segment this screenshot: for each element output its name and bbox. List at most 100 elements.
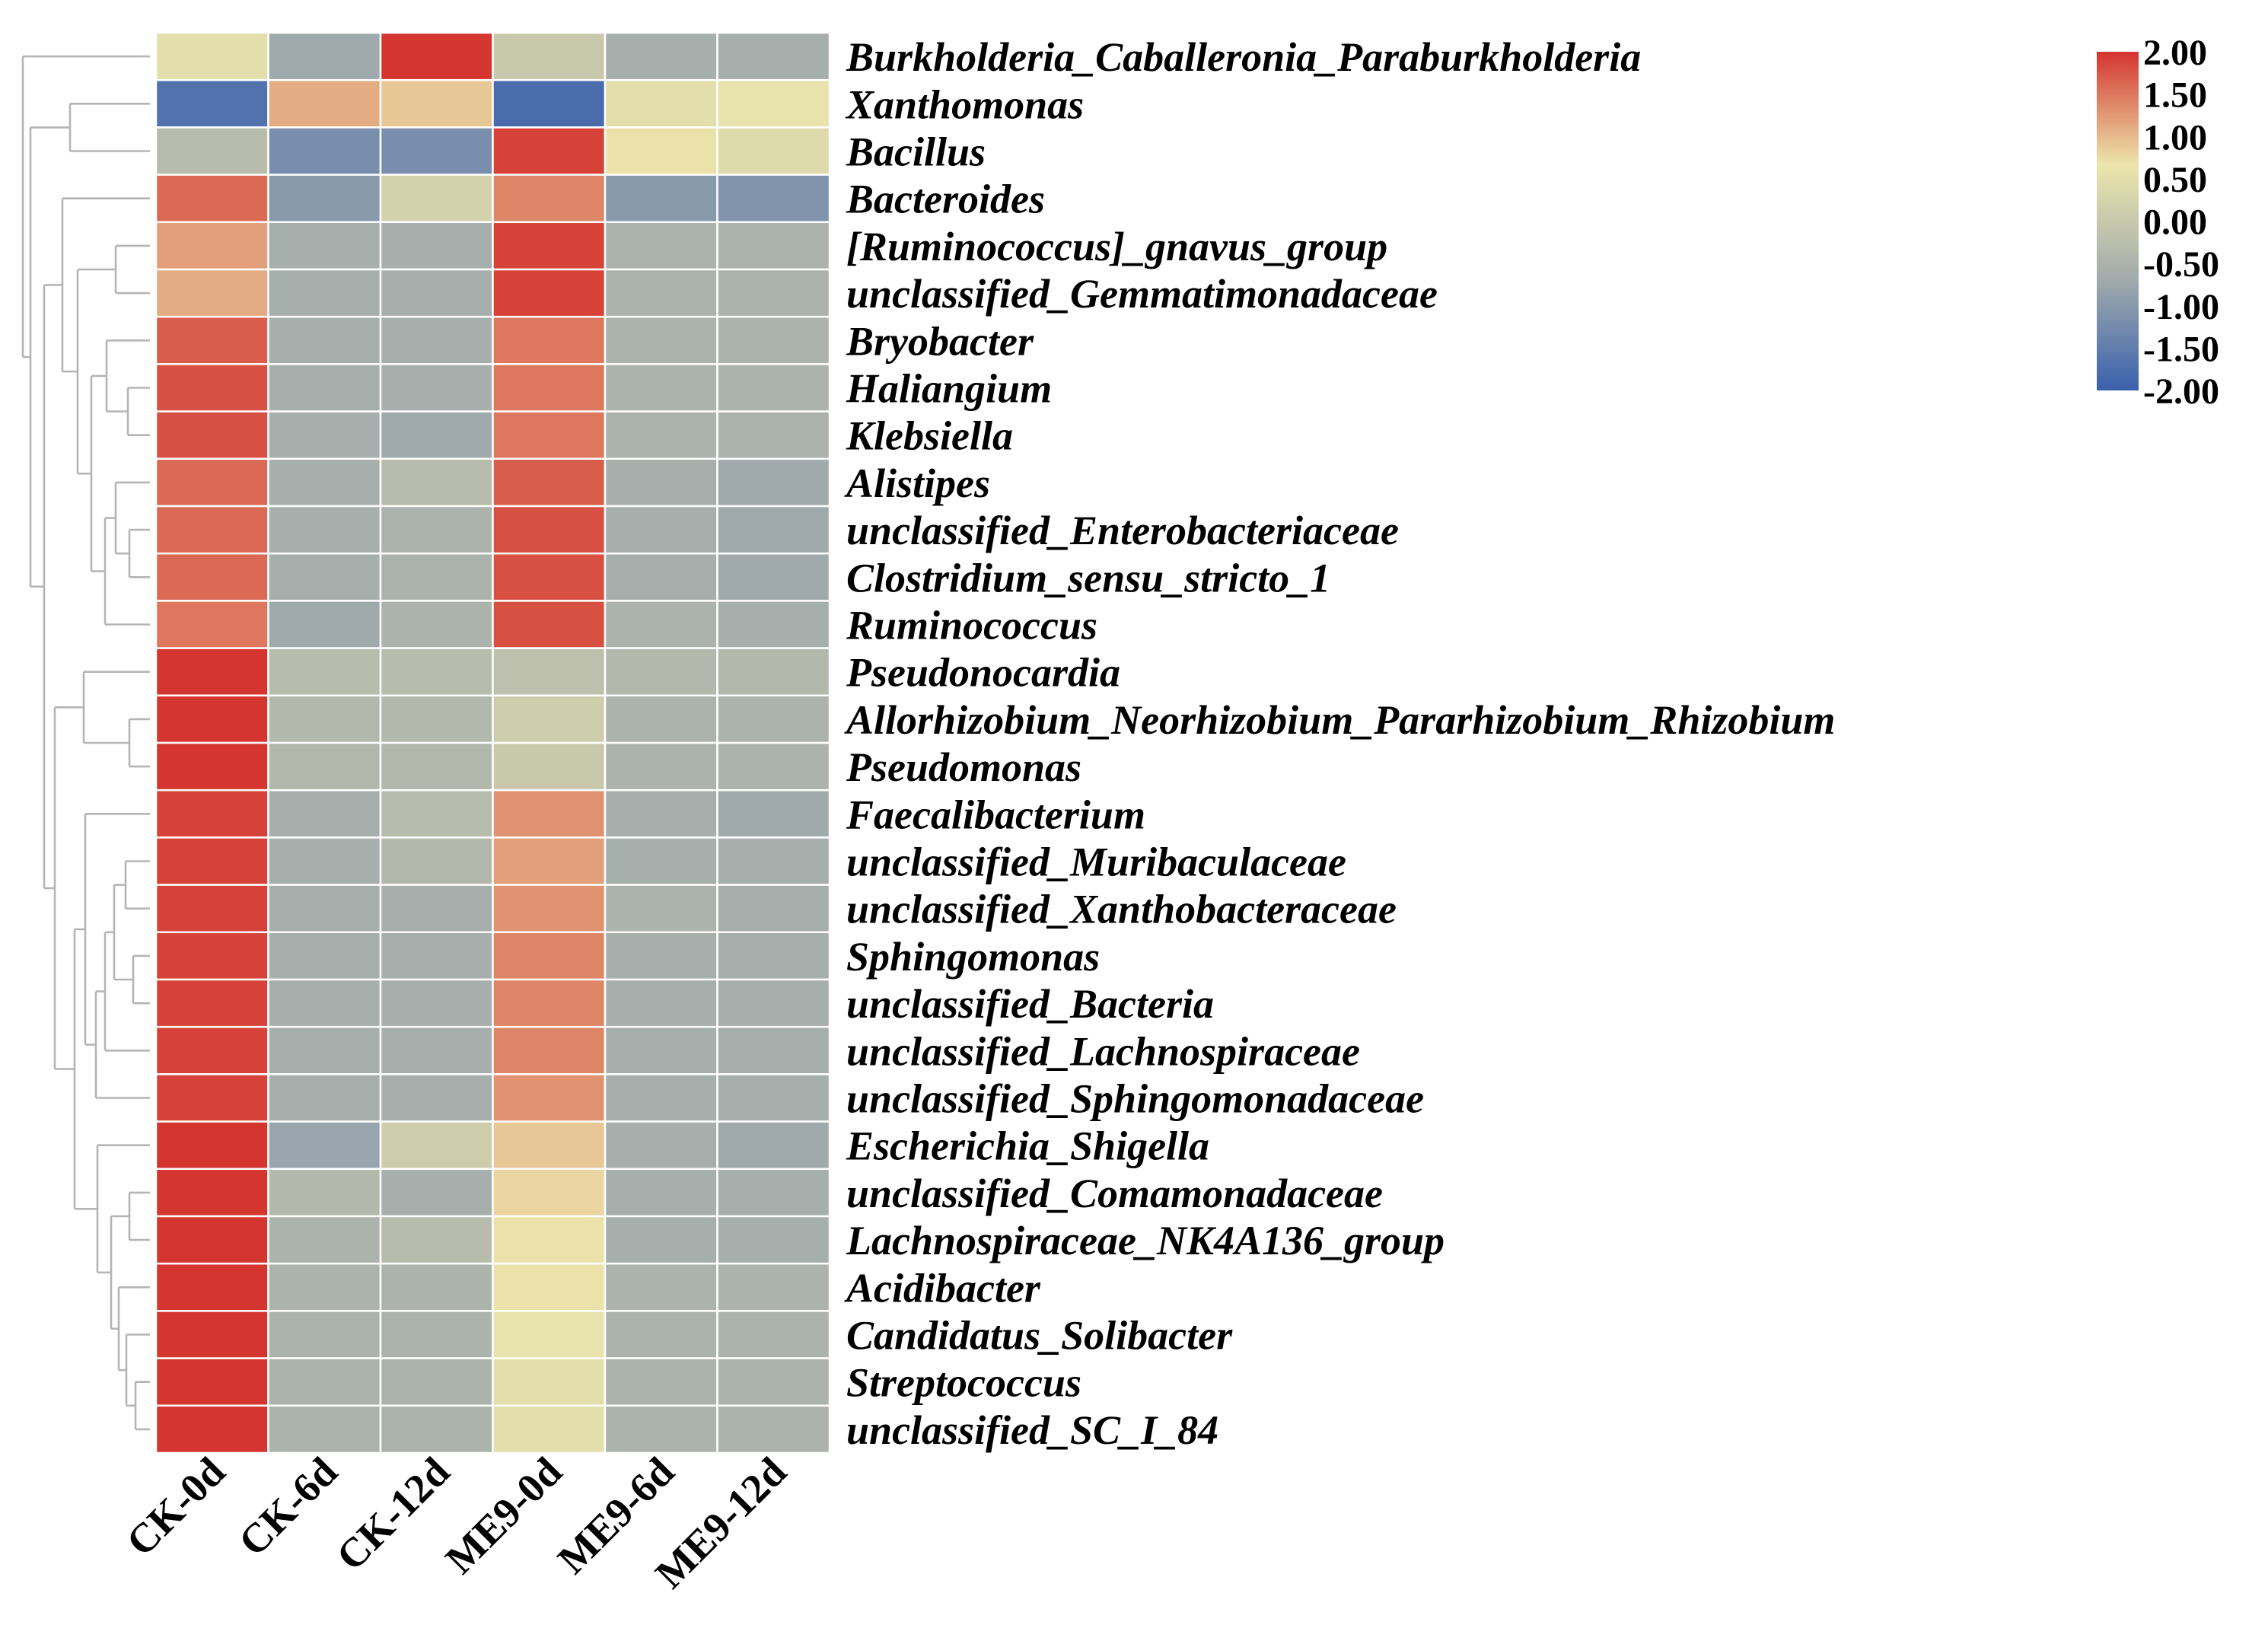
heatmap-cell <box>154 741 269 792</box>
heatmap-cell <box>267 741 382 792</box>
heatmap-cell <box>154 1262 269 1312</box>
heatmap-cell <box>379 221 494 271</box>
heatmap-cell <box>379 694 494 744</box>
row-label-unclassified-xanthobacteraceae: unclassified_Xanthobacteraceae <box>846 887 1397 932</box>
row-label-faecalibacterium: Faecalibacterium <box>846 792 1145 837</box>
color-scale-legend: 2.001.501.000.500.00-0.50-1.00-1.50-2.00 <box>2097 33 2219 412</box>
heatmap-cell <box>267 31 382 81</box>
heatmap-cell <box>716 315 831 365</box>
row-label-burkholderia-caballeronia-paraburkholderia: Burkholderia_Caballeronia_Paraburkholder… <box>846 34 1641 80</box>
heatmap-cell <box>379 600 494 649</box>
heatmap-cell <box>267 315 382 365</box>
heatmap-cell <box>604 221 718 271</box>
heatmap-cell <box>604 1215 718 1265</box>
heatmap-cell <box>604 174 718 224</box>
heatmap-cell <box>604 505 718 555</box>
heatmap-cell <box>716 410 831 460</box>
heatmap-cell <box>154 1168 269 1218</box>
heatmap-cell <box>604 1025 718 1075</box>
row-label-acidibacter: Acidibacter <box>844 1265 1041 1311</box>
heatmap-cell <box>267 1404 382 1454</box>
heatmap-cell <box>379 836 494 886</box>
row-label-xanthomonas: Xanthomonas <box>845 81 1084 127</box>
heatmap-cell <box>379 315 494 365</box>
heatmap-cell <box>492 1168 607 1218</box>
heatmap-cell <box>379 1215 494 1265</box>
heatmap-cell <box>379 931 494 981</box>
heatmap-cell <box>379 1262 494 1312</box>
heatmap-cell <box>492 410 607 460</box>
row-label-unclassified-enterobacteriaceae: unclassified_Enterobacteriaceae <box>846 508 1399 553</box>
heatmap-cell <box>492 552 607 602</box>
heatmap-cell <box>379 978 494 1028</box>
heatmap-cell <box>267 1215 382 1265</box>
heatmap-cell <box>492 505 607 555</box>
heatmap-cell <box>604 363 718 413</box>
heatmap-cell <box>154 1073 269 1123</box>
heatmap-cell <box>492 1310 607 1359</box>
heatmap-cell <box>604 78 718 129</box>
heatmap-cell <box>379 126 494 176</box>
color-scale-tick: -1.50 <box>2143 329 2219 369</box>
heatmap-cell <box>267 600 382 649</box>
heatmap-cell <box>492 31 607 81</box>
heatmap-cell <box>154 1357 269 1407</box>
column-label-ck-0d: CK-0d <box>117 1448 234 1565</box>
heatmap-cell <box>379 1310 494 1359</box>
heatmap-cell <box>604 1262 718 1312</box>
row-label-bacteroides: Bacteroides <box>846 177 1045 222</box>
heatmap-cell <box>267 126 382 176</box>
row-label-bryobacter: Bryobacter <box>846 318 1034 364</box>
heatmap-cell <box>716 1310 831 1359</box>
heatmap-cell <box>492 694 607 744</box>
row-label-pseudonocardia: Pseudonocardia <box>846 650 1120 696</box>
heatmap-cell <box>604 552 718 602</box>
heatmap-cell <box>267 363 382 413</box>
heatmap-cell <box>716 31 831 81</box>
row-label-sphingomonas: Sphingomonas <box>846 934 1100 980</box>
heatmap-cell <box>154 410 269 460</box>
heatmap-cell <box>154 457 269 508</box>
column-label-ck-12d: CK-12d <box>327 1448 458 1579</box>
heatmap-cell <box>379 741 494 792</box>
heatmap-cell <box>604 789 718 839</box>
heatmap-cell <box>716 647 831 697</box>
row-label-escherichia-shigella: Escherichia_Shigella <box>846 1123 1209 1169</box>
heatmap-cell <box>154 315 269 365</box>
heatmap-cell <box>379 789 494 839</box>
heatmap-cell <box>604 1073 718 1123</box>
row-label-clostridium-sensu-stricto-1: Clostridium_sensu_stricto_1 <box>846 555 1330 601</box>
heatmap-cell <box>379 1120 494 1171</box>
heatmap-cell <box>154 126 269 176</box>
heatmap-cell <box>154 1215 269 1265</box>
heatmap-cell <box>716 1073 831 1123</box>
heatmap-cell <box>716 221 831 271</box>
color-scale-tick: -0.50 <box>2143 244 2219 285</box>
heatmap-cell <box>379 363 494 413</box>
heatmap-cell <box>154 1025 269 1075</box>
heatmap-cell <box>379 1168 494 1218</box>
color-scale-tick: -1.00 <box>2143 287 2219 327</box>
heatmap-cell <box>267 1025 382 1075</box>
row-label-unclassified-bacteria: unclassified_Bacteria <box>846 981 1214 1027</box>
row-label-unclassified-muribaculaceae: unclassified_Muribaculaceae <box>846 840 1346 885</box>
heatmap-cell <box>716 363 831 413</box>
heatmap-cell <box>492 1025 607 1075</box>
row-label-unclassified-gemmatimonadaceae: unclassified_Gemmatimonadaceae <box>846 271 1438 317</box>
heatmap-cell <box>154 931 269 981</box>
heatmap-cell <box>154 221 269 271</box>
heatmap-cells <box>154 31 831 1454</box>
color-scale-tick: 0.50 <box>2143 160 2207 200</box>
heatmap-cell <box>716 78 831 129</box>
heatmap-cell <box>492 741 607 792</box>
heatmap-cell <box>604 1404 718 1454</box>
color-scale-tick: -2.00 <box>2143 371 2219 412</box>
heatmap-cell <box>604 1120 718 1171</box>
heatmap-cell <box>154 31 269 81</box>
heatmap-cell <box>492 1357 607 1407</box>
heatmap-cell <box>154 1310 269 1359</box>
heatmap-cell <box>154 505 269 555</box>
row-label-haliangium: Haliangium <box>846 366 1052 412</box>
